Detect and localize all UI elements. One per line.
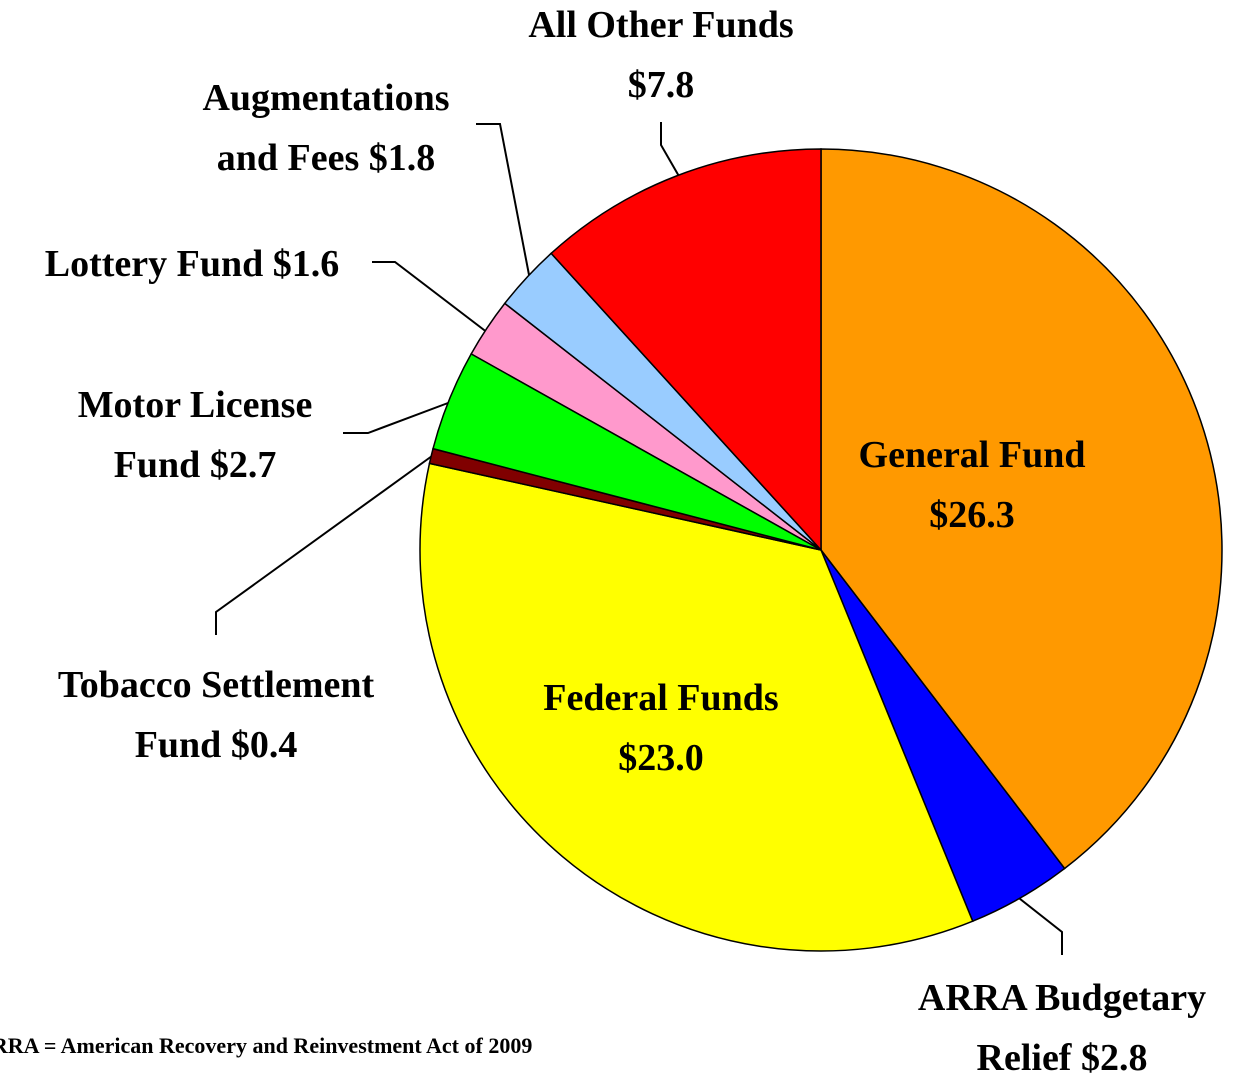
- slice-label: Augmentations and Fees $1.8: [176, 68, 476, 188]
- value-label: $2.8: [1080, 1037, 1148, 1079]
- leader-lines: [215, 122, 1063, 955]
- leader-line: [476, 123, 531, 281]
- leader-line: [215, 455, 433, 635]
- slice-label: All Other Funds $7.8: [496, 0, 826, 115]
- value-label: $7.8: [627, 64, 695, 106]
- category-label: All Other Funds: [528, 4, 794, 46]
- leader-line: [372, 261, 489, 334]
- value-label: $0.4: [230, 724, 298, 766]
- category-label: ARRA Budgetary Relief: [917, 977, 1207, 1079]
- slice-label: ARRA Budgetary Relief $2.8: [880, 968, 1234, 1088]
- slice-label: Lottery Fund $1.6: [0, 234, 384, 294]
- slice-label: General Fund $26.3: [822, 425, 1122, 545]
- category-label: Motor License Fund: [77, 384, 313, 486]
- category-label: Tobacco Settlement Fund: [57, 664, 375, 766]
- value-label: $2.7: [209, 444, 277, 486]
- slice-label: Federal Funds $23.0: [511, 668, 811, 788]
- leader-line: [1014, 894, 1063, 955]
- pie-slice: [419, 462, 974, 952]
- pie-slice: [550, 148, 822, 552]
- category-label: Federal Funds: [543, 677, 779, 719]
- leader-line: [660, 122, 681, 179]
- value-label: $23.0: [618, 737, 704, 779]
- value-label: $26.3: [929, 494, 1015, 536]
- category-label: Augmentations and Fees: [202, 77, 450, 179]
- category-label: General Fund: [858, 434, 1086, 476]
- value-label: $1.6: [272, 243, 340, 285]
- category-label: Lottery Fund: [44, 243, 264, 285]
- value-label: $1.8: [368, 137, 436, 179]
- slice-label: Tobacco Settlement Fund $0.4: [51, 655, 381, 775]
- pie-slice: [820, 148, 1223, 870]
- footnote: ARRA = American Recovery and Reinvestmen…: [0, 1033, 533, 1058]
- slice-label: Motor License Fund $2.7: [45, 375, 345, 495]
- leader-line: [343, 402, 449, 434]
